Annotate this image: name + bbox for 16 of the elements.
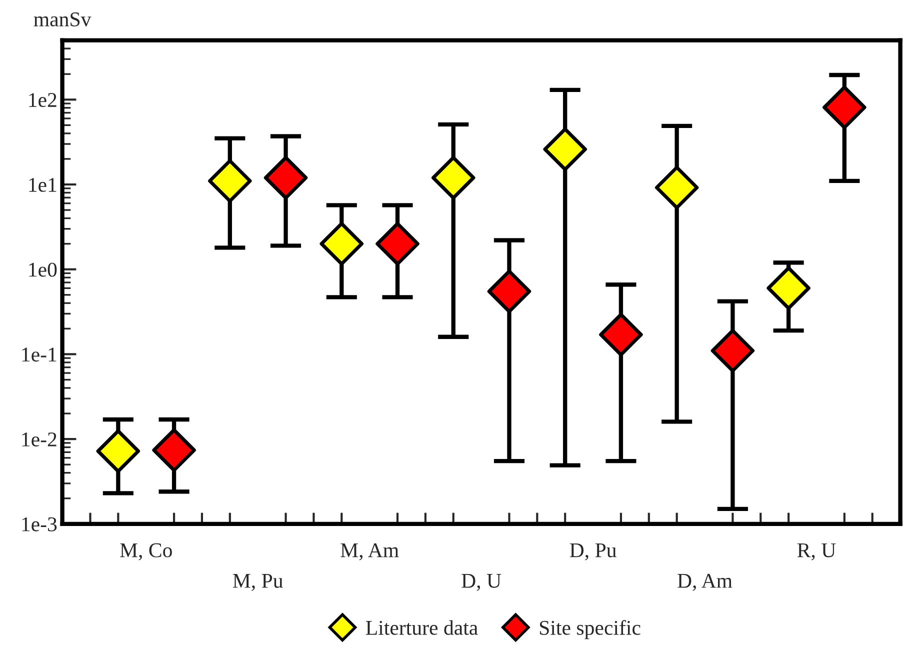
y-tick-label: 1e2 [29, 93, 56, 108]
x-tick-label: D, U [462, 574, 502, 591]
x-tick-label: M, Pu [232, 574, 283, 591]
x-tick-label: D, Pu [570, 543, 616, 560]
legend-label: Site specific [540, 620, 640, 640]
y-axis-title: manSv [34, 12, 92, 26]
x-tick-label: R, U [797, 543, 836, 560]
y-tick-label: 1e1 [29, 178, 56, 192]
y-tick-label: 1e-3 [22, 517, 57, 532]
x-tick-label: M, Am [340, 543, 399, 560]
legend-label: Literture data [366, 620, 478, 635]
x-tick-label: D, Am [678, 574, 732, 591]
x-tick-label: M, Co [120, 543, 172, 560]
y-tick-label: 1e0 [29, 262, 57, 277]
y-tick-label: 1e-1 [22, 348, 56, 362]
y-tick-label: 1e-2 [22, 432, 56, 446]
